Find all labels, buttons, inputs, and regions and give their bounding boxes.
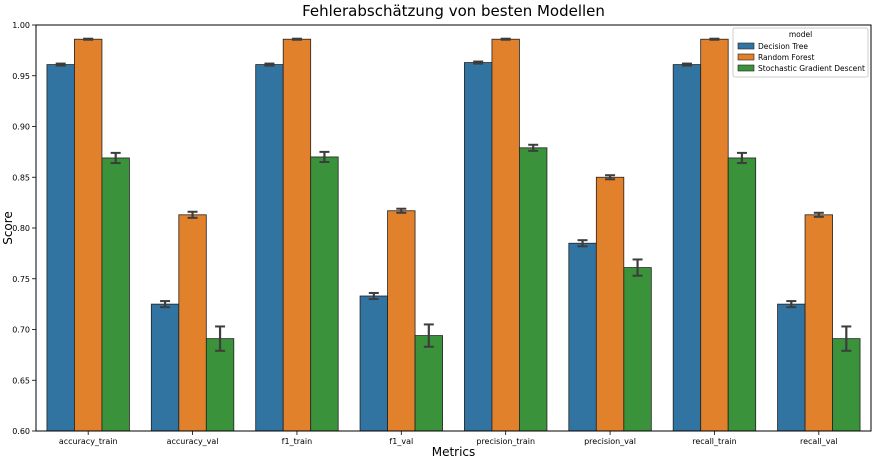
chart-title: Fehlerabschätzung von besten Modellen <box>302 2 605 20</box>
legend-entry: Random Forest <box>758 53 815 62</box>
bar <box>491 38 520 432</box>
y-tick-label: 1.00 <box>12 21 30 30</box>
bar <box>727 157 757 432</box>
x-axis-label: Metrics <box>432 445 476 459</box>
y-tick-label: 0.90 <box>12 123 30 132</box>
bar <box>178 214 207 432</box>
bar <box>672 64 702 432</box>
bar <box>804 214 833 432</box>
legend-swatch <box>737 53 755 61</box>
bar <box>623 267 652 432</box>
bar <box>414 335 443 432</box>
bar <box>700 38 729 432</box>
axes-group: 0.60 0.65 0.70 0.75 0.80 0.85 0.90 0.95 1.00 accu… <box>12 21 872 446</box>
y-tick-label: 0.85 <box>12 173 30 182</box>
bar <box>282 38 312 432</box>
bar <box>387 210 416 432</box>
bar <box>74 38 103 432</box>
y-tick-label: 0.60 <box>12 427 30 436</box>
y-tick-label: 0.95 <box>12 72 30 81</box>
y-axis-label: Score <box>1 211 15 245</box>
bar <box>464 62 493 432</box>
legend-entry: Decision Tree <box>758 42 808 51</box>
bar <box>359 295 388 432</box>
x-tick-label: precision_val <box>584 437 636 446</box>
x-tick-label: recall_train <box>692 437 736 446</box>
bar <box>101 157 130 432</box>
bar <box>255 64 284 432</box>
legend-swatch <box>737 64 755 72</box>
x-tick-label: precision_train <box>476 437 535 446</box>
y-tick-label: 0.65 <box>12 376 30 385</box>
x-tick-label: f1_val <box>389 437 413 446</box>
legend-swatch <box>737 42 755 50</box>
x-tick-label: f1_train <box>282 437 313 446</box>
legend-entry: Stochastic Gradient Descent <box>758 64 865 73</box>
y-tick-label: 0.70 <box>12 326 30 335</box>
bar <box>150 303 180 432</box>
y-tick-label: 0.75 <box>12 275 30 284</box>
bars-group <box>46 38 861 432</box>
x-tick-label: recall_val <box>800 437 838 446</box>
legend-title: model <box>789 30 812 39</box>
bar <box>595 176 625 432</box>
bar <box>777 303 806 432</box>
x-tick-label: accuracy_val <box>167 437 219 446</box>
bar <box>519 147 548 432</box>
bar <box>205 338 235 432</box>
y-tick-label: 0.80 <box>12 224 30 233</box>
bar <box>568 242 597 432</box>
error-bars-group <box>55 37 852 352</box>
legend-box <box>732 27 869 78</box>
legend: model Decision Tree Random Forest Stochast… <box>732 27 869 78</box>
bar <box>832 338 861 432</box>
x-tick-label: accuracy_train <box>59 437 118 446</box>
bar <box>46 64 75 432</box>
bar <box>310 156 339 432</box>
